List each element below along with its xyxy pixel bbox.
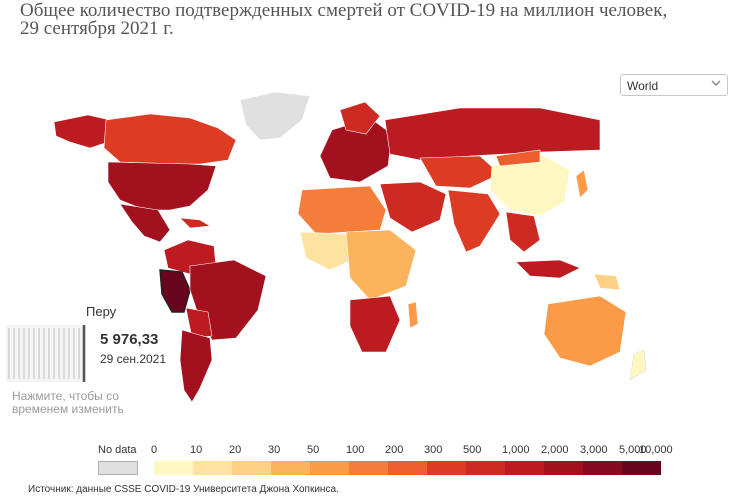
country-argentina[interactable] xyxy=(179,329,213,403)
country-peru[interactable] xyxy=(159,269,191,313)
region-select[interactable]: World xyxy=(620,74,728,96)
country-china[interactable] xyxy=(489,153,571,217)
country-alaska[interactable] xyxy=(53,114,111,149)
country-usa[interactable] xyxy=(107,161,217,211)
legend-threshold-label: 100 xyxy=(346,444,365,456)
country-north-africa[interactable] xyxy=(297,185,387,235)
legend-swatch[interactable] xyxy=(349,461,388,475)
legend-swatch[interactable] xyxy=(466,461,505,475)
legend-threshold-label: 30 xyxy=(268,444,281,456)
chart-title: Общее количество подтвержденных смертей … xyxy=(20,0,668,39)
legend-swatch[interactable] xyxy=(193,461,232,475)
legend-threshold-label: 0 xyxy=(151,444,158,456)
legend-threshold-label: 2,000 xyxy=(541,444,569,456)
country-russia[interactable] xyxy=(384,107,601,161)
tooltip-date: 29 сен.2021 xyxy=(100,352,167,366)
country-central-africa[interactable] xyxy=(345,229,417,301)
tooltip-sparkline xyxy=(6,325,86,382)
tooltip-hint[interactable]: Нажмите, чтобы со временем изменить xyxy=(12,389,124,416)
legend-threshold-label: 3,000 xyxy=(580,444,608,456)
country-japan[interactable] xyxy=(575,169,589,199)
country-southeast-asia[interactable] xyxy=(505,211,541,253)
source-note: Источник: данные CSSE COVID-19 Университ… xyxy=(28,484,339,495)
country-bolivia[interactable] xyxy=(185,307,213,339)
country-madagascar[interactable] xyxy=(407,301,419,329)
legend-swatch[interactable] xyxy=(388,461,427,475)
legend-threshold-label: 10 xyxy=(190,444,203,456)
tooltip-value: 5 976,33 xyxy=(100,331,159,348)
country-mongolia[interactable] xyxy=(495,149,541,167)
tooltip-country: Перу xyxy=(86,304,117,319)
country-india[interactable] xyxy=(447,189,501,253)
country-canada[interactable] xyxy=(103,113,237,165)
country-greenland[interactable] xyxy=(239,91,311,141)
legend-swatch[interactable] xyxy=(154,461,193,475)
chevron-down-icon xyxy=(711,80,721,87)
legend-threshold-label: 50 xyxy=(307,444,320,456)
legend-swatch[interactable] xyxy=(232,461,271,475)
country-west-africa[interactable] xyxy=(299,231,353,271)
legend-swatch[interactable] xyxy=(427,461,466,475)
country-indonesia[interactable] xyxy=(515,259,581,279)
legend-swatch[interactable] xyxy=(271,461,310,475)
country-kazakhstan[interactable] xyxy=(419,155,501,189)
legend-threshold-label: 500 xyxy=(463,444,482,456)
country-mexico[interactable] xyxy=(119,203,171,243)
legend-threshold-label: 5,000 xyxy=(619,444,647,456)
legend-threshold-label: 300 xyxy=(424,444,443,456)
legend-swatch[interactable] xyxy=(310,461,349,475)
country-tooltip: Перу 5 976,33 29 сен.2021 Нажмите, чтобы… xyxy=(0,300,190,425)
legend-threshold-label: 10,000 xyxy=(639,444,673,456)
world-map[interactable] xyxy=(40,90,690,420)
country-middle-east[interactable] xyxy=(379,181,447,233)
country-new-zealand[interactable] xyxy=(629,349,647,381)
legend-swatch[interactable] xyxy=(505,461,544,475)
color-legend: No data 0 10 20 30 50 100 200 300 500 1,000 2,000 3… xyxy=(92,444,692,480)
legend-threshold-label: 1,000 xyxy=(502,444,530,456)
legend-threshold-label: 20 xyxy=(229,444,242,456)
legend-swatch[interactable] xyxy=(622,461,661,475)
country-caribbean[interactable] xyxy=(179,217,211,229)
legend-threshold-label: 200 xyxy=(385,444,404,456)
legend-swatch[interactable] xyxy=(583,461,622,475)
legend-swatch[interactable] xyxy=(544,461,583,475)
country-australia[interactable] xyxy=(543,295,627,367)
country-scandinavia[interactable] xyxy=(339,101,381,135)
country-png[interactable] xyxy=(593,273,621,291)
legend-no-data-swatch[interactable] xyxy=(98,461,138,475)
country-south-africa[interactable] xyxy=(349,295,401,353)
region-select-value: World xyxy=(627,79,659,93)
legend-no-data-label: No data xyxy=(98,444,137,456)
